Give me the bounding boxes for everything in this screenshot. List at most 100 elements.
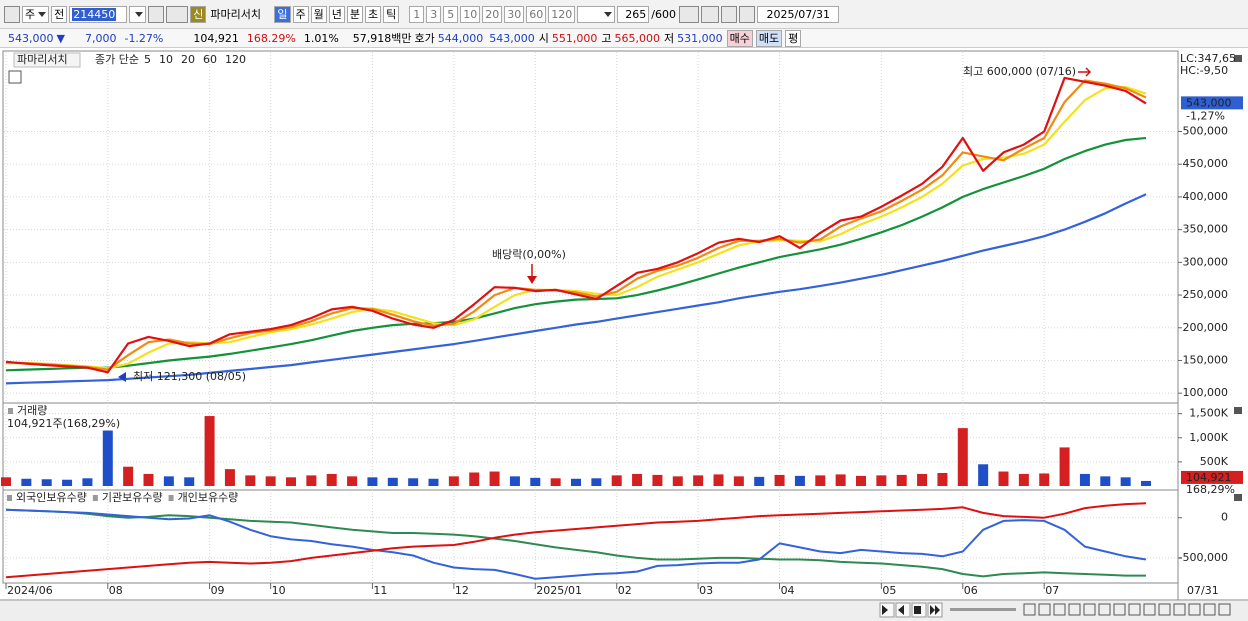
search-icon[interactable] — [148, 5, 165, 23]
annotation-arrow — [527, 276, 537, 284]
tool-icon[interactable] — [1053, 603, 1066, 616]
tool-icon[interactable] — [1143, 603, 1156, 616]
tool-icon[interactable] — [1113, 603, 1126, 616]
date-input[interactable]: 2025/07/31 — [757, 5, 840, 23]
sell-button[interactable]: 매도 — [755, 29, 783, 47]
volume-bar — [1018, 473, 1029, 486]
period-button[interactable]: 월 — [310, 5, 327, 23]
y-tick-label: 150,000 — [1183, 353, 1229, 366]
tool-icon[interactable] — [1173, 603, 1186, 616]
y-tick-label: 450,000 — [1183, 157, 1229, 170]
interval-button[interactable]: 10 — [460, 5, 481, 23]
volume-bar — [652, 474, 663, 486]
code-input[interactable]: 214450 — [69, 5, 128, 23]
tool-icon[interactable] — [1098, 603, 1111, 616]
price-box-rate: -1,27% — [1186, 109, 1225, 122]
volume-bar — [367, 477, 378, 486]
legend-marker — [7, 495, 12, 501]
tool-icon[interactable] — [1038, 603, 1051, 616]
chart-background — [0, 49, 1248, 621]
interval-button[interactable]: 5 — [443, 5, 459, 23]
rate: -1.27% — [124, 31, 164, 45]
bid-label: 호가 — [414, 32, 435, 45]
volume-bar — [408, 478, 419, 486]
volume-bar — [469, 472, 480, 486]
x-tick-label: 08 — [109, 584, 123, 597]
scroll-icon — [914, 606, 921, 614]
x-tick-label: 2024/06 — [7, 584, 53, 597]
period-button[interactable]: 주 — [292, 5, 309, 23]
quote-bar: 543,000 ▼ 7,000 -1.27% 104,921 168.29% 1… — [0, 28, 1248, 48]
series-line — [5, 508, 1147, 580]
tool-icon[interactable] — [1203, 603, 1216, 616]
volume-bar — [428, 478, 439, 486]
prev-button[interactable]: 전 — [51, 5, 68, 23]
x-tick-label: 10 — [272, 584, 286, 597]
volume-bar — [856, 475, 866, 486]
tool-icon[interactable] — [1128, 603, 1141, 616]
price-box — [1181, 96, 1243, 110]
tool-icon[interactable] — [1188, 603, 1201, 616]
y-tick-label: 1,500K — [1189, 407, 1228, 420]
count-input[interactable]: 265 — [617, 5, 650, 23]
avg-button[interactable]: 평 — [785, 29, 802, 47]
low: 531,000 — [677, 31, 723, 45]
tool-icon[interactable] — [1068, 603, 1081, 616]
tool-icon[interactable] — [1158, 603, 1171, 616]
volume-bar — [530, 477, 541, 486]
x-tick-label: 06 — [964, 584, 978, 597]
code-dropdown[interactable] — [129, 5, 147, 23]
volume-bar — [978, 464, 989, 486]
interval-button[interactable]: 30 — [504, 5, 525, 23]
tool-icon[interactable] — [1218, 603, 1231, 616]
interval-button[interactable]: 60 — [526, 5, 547, 23]
sound-icon[interactable] — [166, 5, 189, 23]
annotation-arrow — [118, 372, 126, 382]
volume-bar — [733, 476, 744, 486]
volume-bar — [876, 475, 887, 486]
series-line — [5, 76, 1147, 374]
annotation-dividend: 배당락(0,00%) — [492, 248, 566, 261]
volume-bar — [693, 475, 704, 486]
x-tick-label: 07 — [1045, 584, 1059, 597]
window-icon[interactable] — [4, 5, 20, 23]
toolbar: 주 전 214450 신 파마리서치 일 주 월 년 분 초 틱 1 3 5 1… — [0, 0, 1248, 28]
settings-icon[interactable] — [739, 5, 756, 23]
panel-close — [1234, 407, 1242, 414]
interval-button[interactable]: 120 — [548, 5, 576, 23]
volume-bar — [21, 478, 32, 486]
volume-bar — [794, 475, 805, 486]
series-line — [5, 79, 1147, 371]
tool-icon[interactable] — [1083, 603, 1096, 616]
volume-bar — [41, 479, 52, 486]
volume-bar — [957, 428, 968, 486]
x-tick-label: 2025/01 — [536, 584, 582, 597]
interval-button[interactable]: 20 — [482, 5, 503, 23]
tool-icon[interactable] — [701, 5, 720, 23]
tool-icon[interactable] — [1023, 603, 1036, 616]
volume-bar — [102, 430, 113, 486]
interval-button[interactable]: 3 — [426, 5, 442, 23]
amount: 57,918백만 — [352, 32, 412, 45]
volume-bar — [143, 473, 154, 486]
period-button[interactable]: 틱 — [383, 5, 400, 23]
legend-entry: 60 — [203, 53, 217, 66]
open: 551,000 — [551, 31, 598, 45]
volume-bar — [204, 416, 215, 486]
period-button[interactable]: 분 — [346, 5, 363, 23]
period-button[interactable]: 초 — [365, 5, 382, 23]
save-icon[interactable] — [721, 5, 738, 23]
volume-bar — [896, 474, 907, 486]
interval-button[interactable]: 1 — [409, 5, 425, 23]
buy-button[interactable]: 매수 — [726, 29, 753, 47]
period-button[interactable]: 일 — [274, 5, 291, 23]
volume-bar — [937, 472, 948, 486]
interval-dropdown[interactable] — [577, 5, 616, 23]
annotation-low: 최저 121,300 (08/05) — [133, 370, 246, 383]
volume-bar — [754, 476, 765, 486]
period-button[interactable]: 년 — [328, 5, 345, 23]
volume-bar — [672, 476, 683, 486]
tool-icon[interactable] — [679, 5, 700, 23]
volume-bar — [774, 474, 785, 486]
market-select[interactable]: 주 — [22, 5, 50, 23]
